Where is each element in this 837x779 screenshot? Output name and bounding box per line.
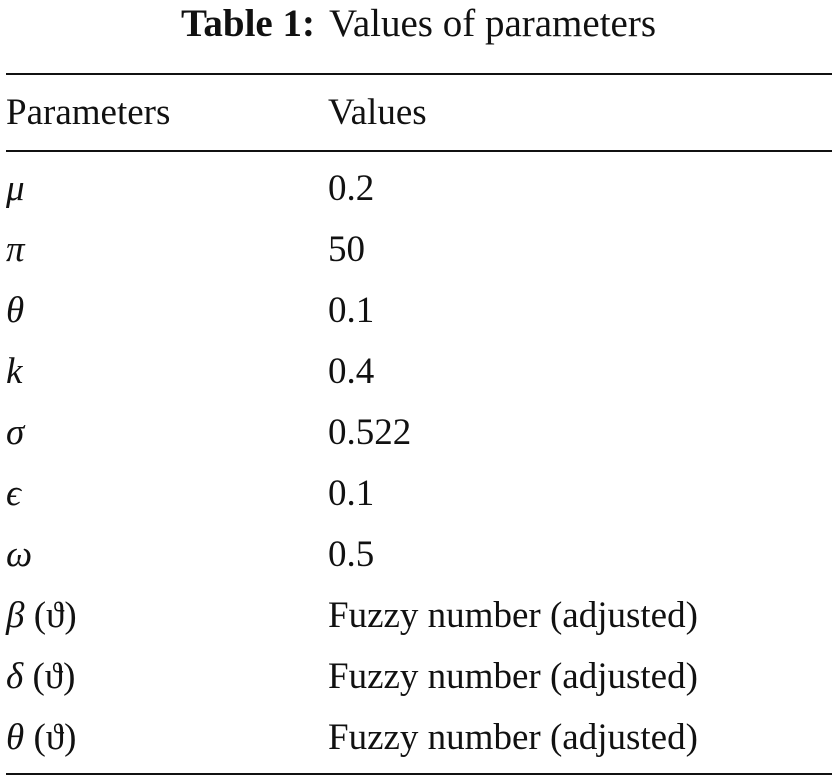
value-cell: 0.2	[328, 168, 375, 209]
table-row: ω 0.5	[6, 530, 832, 580]
table-caption-title: Values of parameters	[328, 2, 657, 45]
table-row: δ (ϑ) Fuzzy number (adjusted)	[6, 652, 832, 702]
table-header-rule	[6, 150, 832, 152]
parameter-cell: k	[6, 347, 22, 397]
value-cell: 0.1	[328, 473, 375, 514]
table-caption-label: Table 1:	[180, 2, 315, 45]
parameter-cell: σ	[6, 408, 24, 458]
table-header-row: Parameters Values	[6, 88, 832, 138]
value-cell: 50	[328, 229, 365, 270]
value-cell: Fuzzy number (adjusted)	[328, 656, 698, 697]
parameter-symbol: θ	[6, 717, 25, 758]
parameter-cell: ω	[6, 530, 32, 580]
parameter-suffix: (ϑ)	[24, 595, 77, 636]
parameter-cell: δ (ϑ)	[6, 652, 75, 702]
parameter-cell: θ	[6, 286, 24, 336]
table-row: θ (ϑ) Fuzzy number (adjusted)	[6, 713, 832, 763]
parameter-symbol: ω	[6, 534, 33, 575]
parameter-symbol: β	[6, 595, 25, 636]
parameter-symbol: k	[6, 351, 23, 392]
value-cell: 0.1	[328, 290, 375, 331]
parameter-suffix: (ϑ)	[23, 656, 76, 697]
table-row: β (ϑ) Fuzzy number (adjusted)	[6, 591, 832, 641]
parameter-symbol: ϵ	[6, 473, 21, 514]
table-top-rule	[6, 73, 832, 75]
value-cell: 0.522	[328, 412, 412, 453]
value-cell: Fuzzy number (adjusted)	[328, 717, 698, 758]
value-cell: 0.5	[328, 534, 375, 575]
table-caption: Table 1: Values of parameters	[0, 2, 837, 46]
table-row: θ 0.1	[6, 286, 832, 336]
parameter-symbol: π	[6, 229, 25, 270]
table-row: μ 0.2	[6, 164, 832, 214]
parameter-symbol: σ	[6, 412, 25, 453]
parameter-cell: θ (ϑ)	[6, 713, 76, 763]
parameter-symbol: μ	[6, 168, 25, 209]
parameter-symbol: δ	[6, 656, 24, 697]
parameter-cell: μ	[6, 164, 25, 214]
parameter-cell: ϵ	[6, 469, 21, 519]
table-bottom-rule	[6, 773, 832, 775]
header-parameters: Parameters	[6, 92, 171, 133]
header-values: Values	[328, 92, 427, 133]
value-cell: Fuzzy number (adjusted)	[328, 595, 698, 636]
parameter-suffix: (ϑ)	[24, 717, 77, 758]
table-row: σ 0.522	[6, 408, 832, 458]
table-row: k 0.4	[6, 347, 832, 397]
parameter-cell: π	[6, 225, 25, 275]
table-row: ϵ 0.1	[6, 469, 832, 519]
parameter-cell: β (ϑ)	[6, 591, 77, 641]
value-cell: 0.4	[328, 351, 375, 392]
parameter-symbol: θ	[6, 290, 25, 331]
table-row: π 50	[6, 225, 832, 275]
